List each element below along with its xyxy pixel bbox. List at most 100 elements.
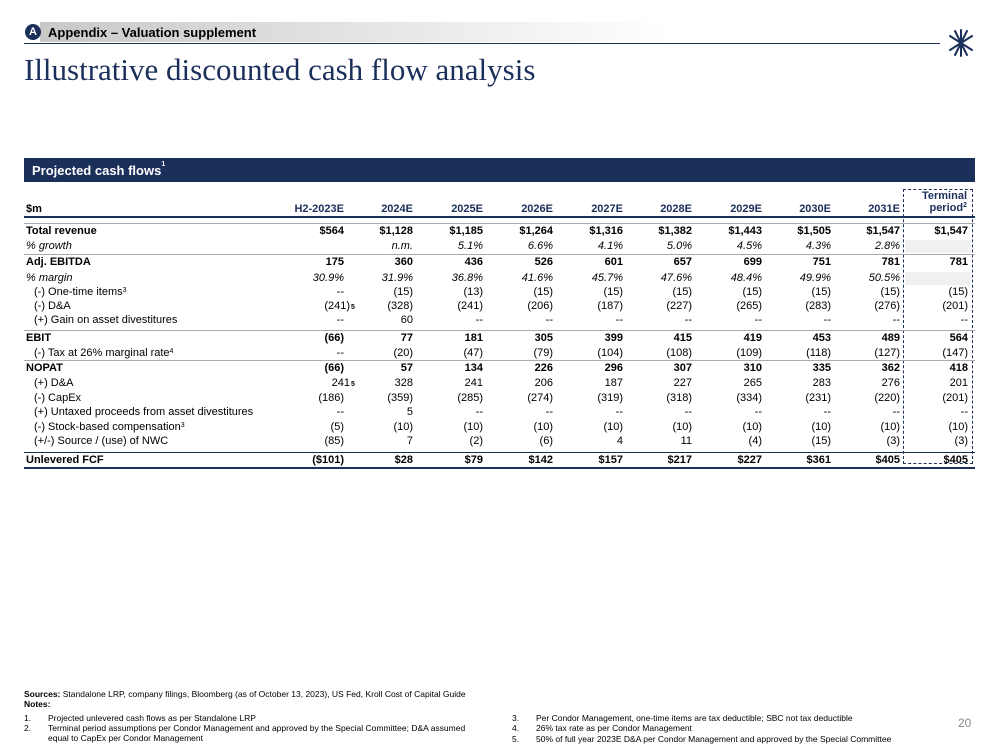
cell-value: 601 <box>604 256 623 268</box>
column-header: 2029E <box>730 203 762 215</box>
row-label: Adj. EBITDA <box>26 256 91 269</box>
row-label-sup: 3 <box>180 422 185 429</box>
cell: (241) <box>403 300 483 313</box>
row-label: (+) D&A <box>34 377 73 390</box>
cell: 4.3% <box>751 240 831 253</box>
cell-value: 241 <box>331 377 350 389</box>
row-label: (-) Tax at 26% marginal rate4 <box>34 347 173 360</box>
cell: 31.9% <box>333 272 413 285</box>
cell-value: (220) <box>874 392 900 404</box>
sources-text: Standalone LRP, company filings, Bloombe… <box>62 689 466 699</box>
cell-value: 362 <box>881 362 900 374</box>
terminal-box <box>903 189 973 464</box>
cell-value: $361 <box>806 454 831 466</box>
cell: 601 <box>543 256 623 269</box>
cell: 489 <box>820 332 900 345</box>
cell: -- <box>543 406 623 419</box>
cell-value: $1,316 <box>589 225 623 237</box>
cell: (66) <box>264 332 344 345</box>
cell-value: (206) <box>527 300 553 312</box>
cell-value: 310 <box>743 362 762 374</box>
cell-value: (108) <box>666 347 692 359</box>
cell-value: 187 <box>604 377 623 389</box>
cell-value: (15) <box>533 286 553 298</box>
cell-value: (10) <box>742 421 762 433</box>
cell-value: 47.6% <box>660 272 692 284</box>
cell: 419 <box>682 332 762 345</box>
terminal-cell: (201) <box>942 300 968 312</box>
cell: (319) <box>543 392 623 405</box>
row-label: Total revenue <box>26 225 97 238</box>
note-text: 50% of full year 2023E D&A per Condor Ma… <box>536 734 892 744</box>
cell-value: (328) <box>387 300 413 312</box>
cell: $142 <box>473 454 553 467</box>
cell: 751 <box>751 256 831 269</box>
cell-value: 11 <box>680 435 692 447</box>
cell-value: 5 <box>406 406 413 418</box>
cell-value: $1,264 <box>519 225 553 237</box>
cell: 436 <box>403 256 483 269</box>
cell-value: 360 <box>394 256 413 268</box>
cell: $1,185 <box>403 225 483 238</box>
section-label: Appendix – Valuation supplement <box>48 25 257 40</box>
note-text: Terminal period assumptions per Condor M… <box>48 723 466 743</box>
column-header: 2028E <box>660 203 692 215</box>
cell-value: (13) <box>463 286 483 298</box>
cell-value: (10) <box>533 421 553 433</box>
cell-value: -- <box>754 406 762 418</box>
cell: (47) <box>403 347 483 360</box>
cell-value: 699 <box>743 256 762 268</box>
cell-value: (104) <box>597 347 623 359</box>
cell-sup: 5 <box>351 381 355 388</box>
header-rule <box>24 216 975 218</box>
cell: $1,547 <box>820 225 900 238</box>
cell-value: (47) <box>463 347 483 359</box>
cell-value: (10) <box>603 421 623 433</box>
row-label-text: % growth <box>26 240 72 252</box>
cell-value: -- <box>892 314 900 326</box>
cell: 328 <box>333 377 413 390</box>
cell: (15) <box>682 286 762 299</box>
cell-value: 41.6% <box>521 272 553 284</box>
cell-value: $1,382 <box>658 225 692 237</box>
cell: (4) <box>682 435 762 448</box>
cell: -- <box>682 406 762 419</box>
row-label-text: (+/-) Source / (use) of NWC <box>34 435 169 447</box>
cell: (15) <box>820 286 900 299</box>
cell-value: $142 <box>528 454 553 466</box>
cell-value: $1,443 <box>728 225 762 237</box>
cell: $1,316 <box>543 225 623 238</box>
terminal-cell: 201 <box>949 377 968 389</box>
cell-value: -- <box>823 314 831 326</box>
cell-value: -- <box>545 314 553 326</box>
cell: -- <box>612 406 692 419</box>
cell-value: (227) <box>666 300 692 312</box>
row-label-text: (-) One-time items <box>34 286 123 298</box>
cell: $79 <box>403 454 483 467</box>
cell: 5.1% <box>403 240 483 253</box>
cell-value: (109) <box>736 347 762 359</box>
terminal-cell: (147) <box>942 347 968 359</box>
cell: 60 <box>333 314 413 327</box>
cell: (79) <box>473 347 553 360</box>
cell: 5 <box>333 406 413 419</box>
row-label-text: (+) Untaxed proceeds from asset divestit… <box>34 406 254 418</box>
cell: 453 <box>751 332 831 345</box>
terminal-cell: (201) <box>942 392 968 404</box>
cell: (108) <box>612 347 692 360</box>
cell: -- <box>820 406 900 419</box>
cell: $217 <box>612 454 692 467</box>
cell: (227) <box>612 300 692 313</box>
cell: -- <box>264 314 344 327</box>
terminal-cell: -- <box>960 406 968 418</box>
cell-value: (2) <box>469 435 483 447</box>
cell-value: 751 <box>812 256 831 268</box>
cell: 4.5% <box>682 240 762 253</box>
cell-value: (241) <box>324 300 350 312</box>
cell-value: 36.8% <box>451 272 483 284</box>
cell: -- <box>751 314 831 327</box>
row-label: EBIT <box>26 332 51 345</box>
cell: -- <box>751 406 831 419</box>
cell-value: (20) <box>393 347 413 359</box>
cell-value: -- <box>684 314 692 326</box>
